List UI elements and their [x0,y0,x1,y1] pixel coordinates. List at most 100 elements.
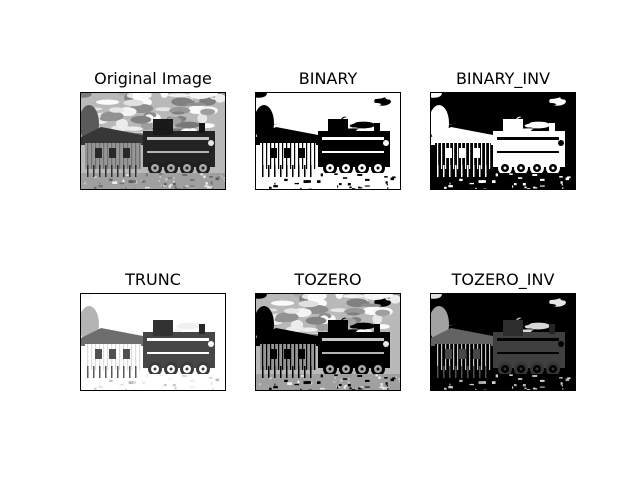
image-region [91,143,93,169]
image-region [211,184,213,186]
image-region [161,386,166,388]
image-binary-inv [430,92,576,190]
image-region [469,143,471,169]
image-region [81,93,92,98]
image-region [176,121,200,129]
image-region [343,184,346,188]
image-region [522,384,526,387]
image-region [360,367,364,371]
image-region [340,379,343,382]
image-region [380,383,383,386]
image-region [210,382,213,385]
image-region [204,185,209,187]
image-region [284,349,291,359]
image-region [328,367,332,371]
image-region [172,180,175,183]
image-region [200,173,203,176]
image-region [481,381,486,384]
image-region [509,176,511,178]
panel-title-original: Original Image [94,69,212,88]
image-region [570,175,572,178]
image-region [351,389,356,390]
image-region [562,187,564,189]
image-region [392,377,396,380]
image-region [489,143,491,169]
image-region [322,137,384,140]
image-region [159,176,161,178]
image-region [328,119,348,135]
image-region [87,165,89,177]
image-region [303,381,309,385]
image-original [80,92,226,190]
image-region [497,137,559,140]
image-region [273,185,278,188]
image-region [109,148,116,158]
image-region [347,378,350,380]
image-region [298,349,305,359]
image-region [165,178,168,181]
image-region [518,184,521,188]
image-region [158,180,161,182]
image-region [385,181,388,184]
image-region [256,294,267,299]
image-region [555,383,558,386]
image-region [119,143,121,169]
image-region [215,378,220,382]
image-region [130,316,152,325]
image-region [565,378,570,382]
image-region [338,384,342,387]
image-region [386,385,388,387]
image-region [446,99,470,105]
image-region [473,300,494,308]
image-region [139,143,141,169]
image-region [335,294,344,300]
image-region [278,344,280,370]
image-region [330,107,348,112]
image-region [159,173,163,175]
image-region [557,386,562,390]
image-region [384,176,388,178]
image-region [559,186,563,189]
image-region [96,99,120,105]
image-region [342,177,348,179]
image-region [384,186,388,189]
image-region [503,320,523,336]
image-region [495,374,498,378]
image-region [462,382,468,386]
image-region [561,385,563,387]
image-region [123,366,125,378]
image-region [169,384,173,387]
image-region [297,179,300,183]
image-region [475,174,479,176]
image-region [364,379,370,382]
image-region [480,316,502,325]
image-region [99,165,101,177]
image-region [570,376,572,379]
image-region [564,294,575,304]
image-region [87,366,89,378]
image-region [300,174,304,176]
image-region [375,108,391,116]
image-region [349,387,352,390]
image-region [310,344,312,370]
image-region [189,178,195,181]
image-region [273,386,278,389]
image-region [387,388,389,390]
image-region [123,148,130,158]
image-region [138,93,152,100]
image-region [223,378,225,381]
image-region [342,378,348,380]
image-region [441,143,443,169]
image-region [441,344,443,370]
image-region [513,183,517,186]
image-region [125,375,129,377]
image-region [94,186,97,189]
image-region [99,383,101,386]
image-region [310,143,312,169]
image-region [220,175,222,178]
image-region [431,328,493,346]
image-region [174,186,177,189]
train-photo-tozero [256,294,400,390]
image-region [481,143,483,169]
image-region [141,380,143,382]
